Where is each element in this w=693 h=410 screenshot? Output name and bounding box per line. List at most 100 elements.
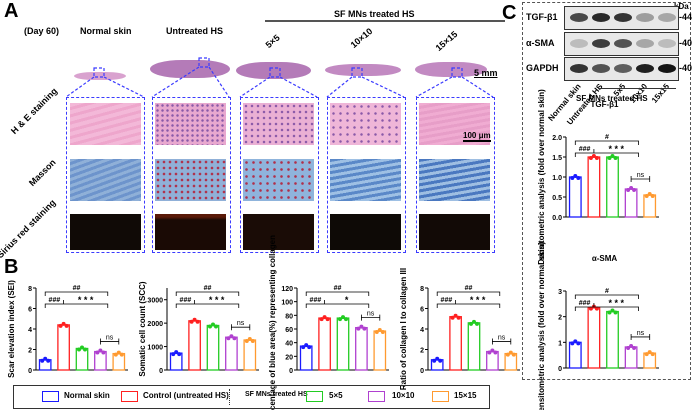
sirius-image-5x5 — [243, 214, 314, 250]
kda-label: kDa — [674, 2, 689, 11]
zoom-column-5x5 — [240, 97, 319, 253]
y-axis-label: Scar elevation index (SEI) — [7, 280, 16, 378]
data-point — [211, 322, 215, 327]
data-point — [594, 306, 599, 311]
blot-band — [592, 64, 610, 73]
data-point — [80, 345, 84, 350]
blot-band — [570, 64, 588, 73]
data-point — [493, 350, 498, 355]
day-label: (Day 60) — [24, 26, 60, 36]
annotation-star: * * * — [78, 295, 94, 305]
y-tick-label: 8 — [420, 286, 424, 293]
bar — [94, 350, 107, 371]
y-tick-label: 120 — [281, 286, 293, 293]
data-point — [359, 324, 364, 329]
blot-treated-line — [598, 88, 676, 89]
data-point — [250, 339, 255, 344]
y-axis-label: Percentage of blue area(%) representing … — [268, 235, 277, 410]
bracket-inner — [44, 300, 109, 308]
data-point — [341, 315, 345, 320]
data-point — [610, 308, 615, 313]
bracket-inner — [436, 300, 501, 308]
bracket-outer — [436, 291, 501, 296]
data-point — [607, 310, 612, 315]
y-tick-label: 0 — [289, 368, 293, 375]
sirius-image-untreated — [155, 214, 226, 250]
zoom-column-15x15 — [416, 97, 495, 253]
y-tick-label: 60 — [285, 327, 293, 334]
roi-15x15 — [451, 67, 463, 78]
data-point — [174, 350, 179, 355]
bracket-ns — [630, 176, 651, 182]
panel-label-b: B — [4, 256, 19, 278]
bar — [318, 317, 331, 371]
bracket-outer — [574, 294, 639, 299]
y-axis-label: Somatic cell count (SCC) — [138, 281, 147, 376]
data-point — [344, 317, 348, 322]
masson-image-untreated — [155, 159, 226, 201]
data-point — [247, 337, 252, 342]
data-point — [77, 347, 81, 352]
chart-title: TGF-β1 — [591, 100, 620, 109]
data-point — [647, 192, 652, 196]
data-point — [508, 350, 513, 355]
data-point — [505, 352, 510, 357]
blot-kda-label: -40 — [679, 63, 693, 73]
data-point — [644, 352, 649, 357]
y-tick-label: 3 — [558, 289, 562, 296]
y-tick-label: 1 — [558, 340, 562, 347]
annotation-outer: ## — [73, 285, 81, 292]
y-tick-label: 8 — [28, 286, 32, 293]
blot-band — [636, 64, 654, 73]
data-point — [322, 315, 327, 320]
data-point — [244, 339, 249, 344]
group-label-normal: Normal skin — [80, 26, 132, 36]
masson-image-5x5 — [243, 159, 314, 201]
y-axis-label: Densitometric analysis (fold over normal… — [537, 241, 546, 410]
blot-kda-label: -44 — [679, 12, 693, 22]
blot-band — [614, 13, 632, 22]
data-point — [229, 334, 234, 339]
data-point — [61, 321, 66, 326]
y-tick-label: 0 — [159, 368, 163, 375]
legend-label-10x10: 10×10 — [392, 391, 415, 400]
data-point — [177, 352, 182, 357]
blot-band — [570, 13, 588, 22]
blot-band — [570, 39, 588, 48]
blot-name-label: α-SMA — [526, 38, 555, 48]
y-tick-label: 4 — [28, 327, 32, 334]
blot-name-label: GAPDH — [526, 63, 559, 73]
data-point — [356, 326, 361, 331]
data-point — [570, 176, 575, 180]
data-point — [573, 174, 578, 178]
annotation-outer: ## — [465, 285, 473, 292]
legend-label-15x15: 15×15 — [454, 391, 477, 400]
data-point — [511, 352, 516, 357]
data-point — [626, 345, 631, 350]
zoom-column-normal — [66, 97, 145, 253]
data-point — [588, 156, 593, 160]
bar — [336, 317, 350, 371]
data-point — [650, 194, 655, 198]
annotation-ns: ns — [106, 335, 114, 342]
zoom-column-untreated — [152, 97, 231, 253]
data-point — [43, 356, 48, 361]
bracket-inner — [175, 300, 240, 308]
data-point — [192, 317, 197, 322]
data-point — [64, 323, 69, 328]
data-point — [475, 321, 479, 326]
annotation-outer: # — [605, 134, 609, 141]
data-point — [632, 345, 637, 350]
data-point — [576, 176, 581, 180]
legend: Normal skin Control (untreated HS) SF MN… — [13, 385, 490, 409]
y-tick-label: 2.0 — [552, 135, 562, 142]
data-point — [338, 317, 342, 322]
annotation-hash: ### — [579, 300, 591, 307]
data-point — [644, 194, 649, 198]
roi-untreated — [198, 57, 210, 68]
data-point — [450, 315, 455, 320]
y-tick-label: 2000 — [147, 321, 163, 328]
legend-label-treated: SF MNs treated HS — [245, 391, 308, 398]
annotation-ns: ns — [637, 172, 645, 179]
data-point — [374, 330, 379, 335]
